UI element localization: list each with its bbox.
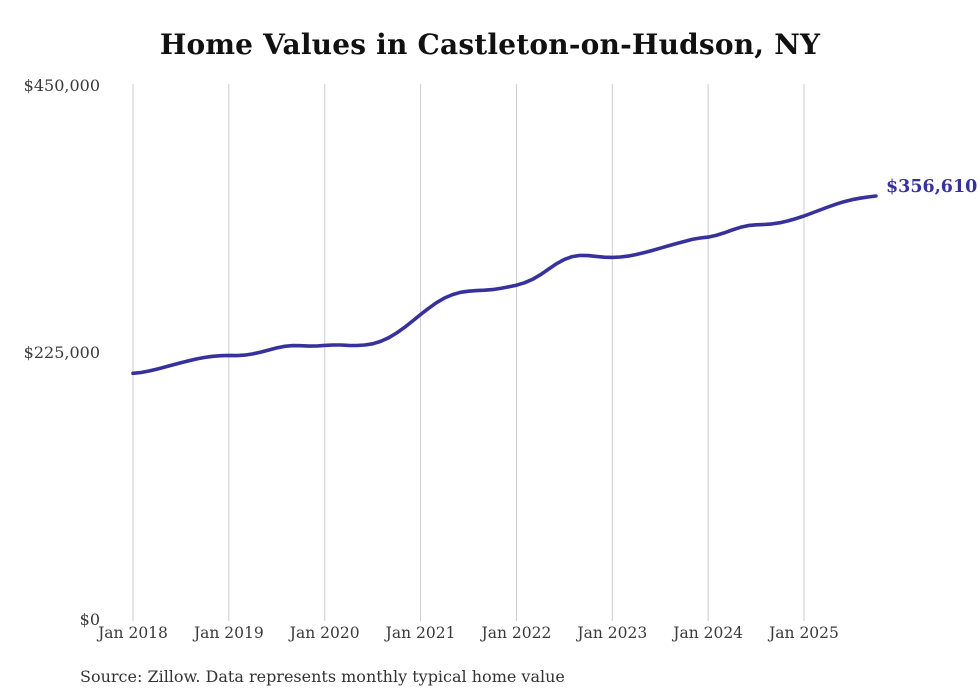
x-axis-tick-label: Jan 2019: [193, 624, 264, 642]
source-note: Source: Zillow. Data represents monthly …: [80, 667, 565, 686]
chart-title: Home Values in Castleton-on-Hudson, NY: [159, 28, 821, 61]
home-value-line: [131, 194, 878, 376]
x-axis-tick-label: Jan 2020: [289, 624, 360, 642]
x-axis-tick-label: Jan 2022: [481, 624, 552, 642]
x-axis-tick-label: Jan 2025: [769, 624, 839, 642]
x-axis-tick-label: Jan 2024: [673, 624, 744, 642]
y-axis-tick-225000: $225,000: [23, 343, 100, 362]
latest-value-label: $356,610: [886, 177, 978, 197]
x-axis-tick-label: Jan 2023: [577, 624, 648, 642]
y-axis-tick-450000: $450,000: [23, 76, 100, 95]
y-axis-tick-0: $0: [79, 610, 100, 629]
x-axis-tick-label: Jan 2018: [98, 624, 168, 642]
x-axis-tick-label: Jan 2021: [385, 624, 456, 642]
